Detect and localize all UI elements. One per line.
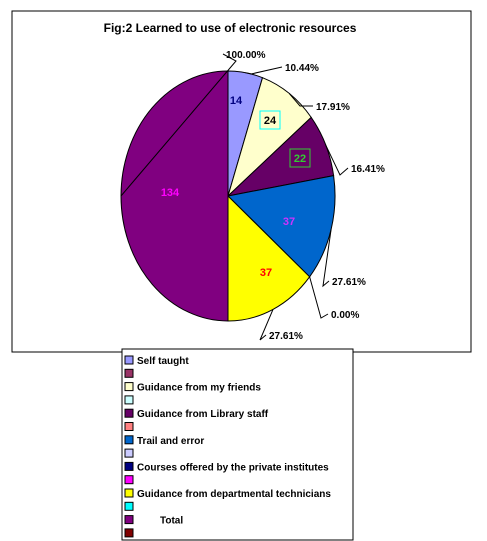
legend-swatch <box>124 368 134 378</box>
leader-line <box>120 53 237 197</box>
leader-line <box>259 309 274 341</box>
value-label-box <box>259 110 281 130</box>
legend-swatch <box>124 501 134 511</box>
pie-slice <box>226 175 336 278</box>
value-label: 22 <box>294 153 306 165</box>
legend-label: Guidance from departmental technicians <box>137 489 331 500</box>
percent-label: 27.61% <box>332 277 366 288</box>
legend-label: Courses offered by the private institute… <box>137 462 329 473</box>
legend-swatch <box>124 475 134 485</box>
legend-label: Self taught <box>137 356 189 367</box>
legend-swatch <box>124 355 134 365</box>
legend-swatch <box>124 395 134 405</box>
leader-line <box>325 144 349 176</box>
legend: Self taught Guidance from my friends Guida… <box>124 355 331 538</box>
legend-swatch <box>124 461 134 471</box>
percent-label: 27.61% <box>269 331 303 342</box>
chart-title: Fig:2 Learned to use of electronic resou… <box>104 21 357 35</box>
value-label: 37 <box>283 216 295 228</box>
legend-swatch <box>124 382 134 392</box>
value-label: 134 <box>161 187 180 199</box>
percent-label: 10.44% <box>285 63 319 74</box>
percent-label: 0.00% <box>331 310 359 321</box>
percent-labels: 10.44% 14 17.91% 24 16.41% 22 27.61% 37 0.00% 27.… <box>161 50 385 342</box>
leader-line <box>288 93 313 107</box>
pie <box>120 70 336 322</box>
leader-line <box>322 229 332 288</box>
legend-swatch <box>124 528 134 538</box>
legend-label: Total <box>160 516 183 527</box>
leader-line <box>309 276 329 319</box>
legend-swatch <box>124 422 134 431</box>
leader-lines <box>120 53 349 341</box>
value-label: 37 <box>260 267 272 279</box>
legend-swatch <box>124 408 134 418</box>
legend-label: Guidance from Library staff <box>137 409 269 420</box>
percent-label: 16.41% <box>351 164 385 175</box>
legend-label: Guidance from my friends <box>137 383 261 394</box>
legend-swatch <box>124 448 134 458</box>
value-label-box <box>289 148 311 168</box>
legend-swatch <box>124 435 134 445</box>
legend-swatch <box>124 515 134 525</box>
leader-line <box>245 66 283 75</box>
value-label: 14 <box>230 95 243 107</box>
legend-label: Trail and error <box>137 436 204 447</box>
percent-label: 100.00% <box>226 50 266 61</box>
value-label: 24 <box>264 115 277 127</box>
legend-swatch <box>124 488 134 498</box>
legend-box <box>121 348 354 541</box>
percent-label: 17.91% <box>316 102 350 113</box>
